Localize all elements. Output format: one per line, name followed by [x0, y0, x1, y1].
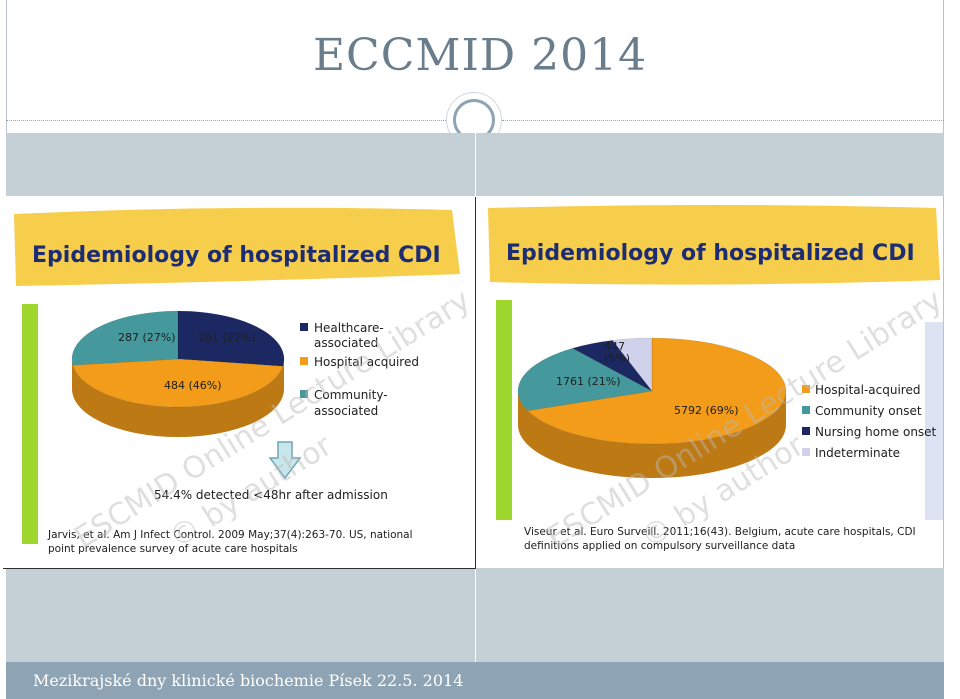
- slide-title: Epidemiology of hospitalized CDI: [32, 243, 441, 268]
- title-divider-left: [6, 120, 446, 121]
- pie-slice-community-associated: [71, 310, 179, 366]
- legend-swatch-hospital: [802, 385, 810, 393]
- citation-line-2: definitions applied on compulsory survei…: [524, 540, 795, 552]
- chart-legend: Hospital-acquired Community onset Nursin…: [802, 383, 937, 460]
- pie-slice-nursing-home-onset: [571, 340, 653, 392]
- pie-slice-community-onset: [517, 347, 653, 411]
- legend-swatch-community: [300, 390, 308, 398]
- legend-label-hospital: Hospital-acquired: [815, 383, 920, 397]
- legend-swatch-nursing: [802, 427, 810, 435]
- legend-swatch-indeterminate: [802, 448, 810, 456]
- legend-label-community-1: Community-: [314, 388, 388, 402]
- band-divider-top: [475, 133, 476, 196]
- title-banner: [488, 205, 940, 285]
- green-sidebar: [22, 304, 38, 544]
- data-label-hospital: 484 (46%): [164, 379, 222, 392]
- pie-chart: 291 (27%) 484 (46%) 287 (27%): [71, 310, 285, 437]
- pie-chart: 5792 (69%) 1761 (21%) 447(5%): [517, 337, 787, 478]
- data-label-nursing-count: 447: [604, 340, 625, 353]
- down-arrow-icon: [268, 441, 302, 480]
- legend-label-indeterminate: Indeterminate: [815, 446, 900, 460]
- legend-label-hospital: Hospital acquired: [314, 355, 419, 369]
- pie-depth: [518, 391, 786, 478]
- slide-left-svg: Epidemiology of hospitalized CDI 291 (27…: [14, 207, 475, 556]
- data-label-nursing-pct: (5%): [604, 352, 630, 365]
- title-divider-right: [502, 120, 944, 121]
- pie-slice-hospital-acquired: [72, 358, 284, 408]
- footer-bar: Mezikrajské dny klinické biochemie Písek…: [6, 662, 944, 699]
- slide-title: Epidemiology of hospitalized CDI: [506, 241, 915, 266]
- legend-label-community: Community onset: [815, 404, 922, 418]
- pie-slice-healthcare-associated: [177, 310, 285, 367]
- pie-slice-hospital-acquired: [526, 337, 787, 445]
- citation-line-1: Viseur et al. Euro Surveill. 2011;16(43)…: [524, 526, 916, 538]
- legend-swatch-community: [802, 406, 810, 414]
- right-sidebar: [925, 322, 943, 520]
- pie-depth: [72, 359, 284, 437]
- data-label-healthcare: 291 (27%): [198, 331, 256, 344]
- green-sidebar: [496, 300, 512, 520]
- legend-label-community-2: associated: [314, 404, 378, 418]
- data-label-community: 287 (27%): [118, 331, 176, 344]
- legend-swatch-hospital: [300, 357, 308, 365]
- band-divider-bottom: [475, 568, 476, 662]
- chart-legend: Healthcare- associated Hospital acquired…: [300, 321, 419, 418]
- footer-text: Mezikrajské dny klinické biochemie Písek…: [33, 671, 464, 690]
- title-banner: [14, 207, 460, 286]
- legend-label-nursing: Nursing home onset: [815, 425, 937, 439]
- citation-line-1: Jarvis, et al. Am J Infect Control. 2009…: [47, 529, 413, 541]
- legend-swatch-healthcare: [300, 323, 308, 331]
- legend-label-healthcare-1: Healthcare-: [314, 321, 384, 335]
- data-label-hospital: 5792 (69%): [674, 404, 739, 417]
- admission-note: 54.4% detected <48hr after admission: [154, 488, 388, 502]
- slide-right: Epidemiology of hospitalized CDI 5792 (6…: [484, 196, 943, 568]
- page-title: ECCMID 2014: [312, 30, 648, 81]
- slide-right-svg: Epidemiology of hospitalized CDI 5792 (6…: [488, 205, 943, 556]
- data-label-community: 1761 (21%): [556, 375, 621, 388]
- citation-line-2: point prevalence survey of acute care ho…: [48, 543, 298, 555]
- legend-label-healthcare-2: associated: [314, 336, 378, 350]
- pie-slice-indeterminate: [611, 337, 653, 392]
- slide-left: Epidemiology of hospitalized CDI 291 (27…: [2, 196, 475, 568]
